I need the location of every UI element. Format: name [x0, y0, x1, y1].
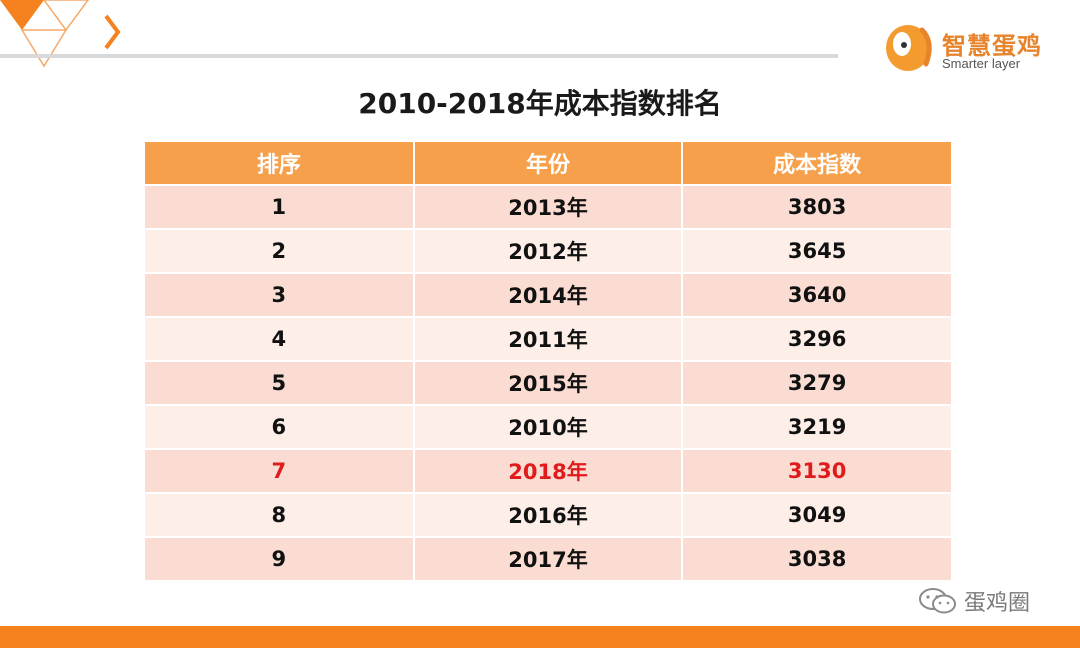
table-row: 3 2014年 3640: [145, 273, 951, 318]
wechat-icon: [919, 588, 956, 614]
table-row: 6 2010年 3219: [145, 405, 951, 450]
year-cell: 2013年: [413, 185, 684, 230]
watermark-text: 蛋鸡圈: [964, 591, 1031, 616]
cost-index-cell: 3130: [682, 449, 951, 494]
table-row: 8 2016年 3049: [145, 493, 951, 538]
year-cell: 2017年: [413, 537, 684, 582]
table-row: 1 2013年 3803: [145, 185, 951, 230]
cost-index-cell: 3640: [682, 273, 951, 318]
table-row: 4 2011年 3296: [145, 317, 951, 362]
year-cell: 2018年: [413, 449, 684, 494]
table-row: 5 2015年 3279: [145, 361, 951, 406]
year-cell: 2016年: [413, 493, 684, 538]
header-cost-index: 成本指数: [682, 142, 951, 186]
table-row: 9 2017年 3038: [145, 537, 951, 582]
logo-chinese-text: 智慧蛋鸡: [942, 32, 1042, 60]
cost-index-cell: 3645: [682, 229, 951, 274]
header-rule: [0, 54, 838, 58]
cost-index-cell: 3296: [682, 317, 951, 362]
rank-cell: 9: [145, 537, 415, 582]
rank-cell: 2: [145, 229, 415, 274]
page-title: 2010-2018年成本指数排名: [358, 87, 722, 120]
year-cell: 2014年: [413, 273, 684, 318]
year-cell: 2011年: [413, 317, 684, 362]
cost-index-cell: 3803: [682, 185, 951, 230]
table-row: 2 2012年 3645: [145, 229, 951, 274]
rank-cell: 6: [145, 405, 415, 450]
rank-cell: 5: [145, 361, 415, 406]
rank-cell: 1: [145, 185, 415, 230]
table-header-row: 排序 年份 成本指数: [145, 142, 951, 186]
ranking-table: 排序 年份 成本指数 1 2013年 3803 2 2012年 3645 3 2…: [145, 142, 951, 582]
rank-cell: 7: [145, 449, 415, 494]
cost-index-cell: 3219: [682, 405, 951, 450]
cost-index-cell: 3279: [682, 361, 951, 406]
year-cell: 2012年: [413, 229, 684, 274]
rank-cell: 3: [145, 273, 415, 318]
brand-logo: 智慧蛋鸡 Smarter layer: [884, 20, 1064, 76]
cost-index-cell: 3038: [682, 537, 951, 582]
table-row-highlighted: 7 2018年 3130: [145, 449, 951, 494]
logo-english-text: Smarter layer: [942, 56, 1021, 71]
cost-index-cell: 3049: [682, 493, 951, 538]
year-cell: 2015年: [413, 361, 684, 406]
egg-logo-icon: [886, 25, 932, 71]
corner-decoration: [0, 0, 121, 68]
wechat-watermark: 蛋鸡圈: [918, 584, 1030, 618]
rank-cell: 4: [145, 317, 415, 362]
footer-bar: [0, 626, 1080, 648]
year-cell: 2010年: [413, 405, 684, 450]
header-rank: 排序: [145, 142, 415, 186]
header-year: 年份: [413, 142, 684, 186]
rank-cell: 8: [145, 493, 415, 538]
